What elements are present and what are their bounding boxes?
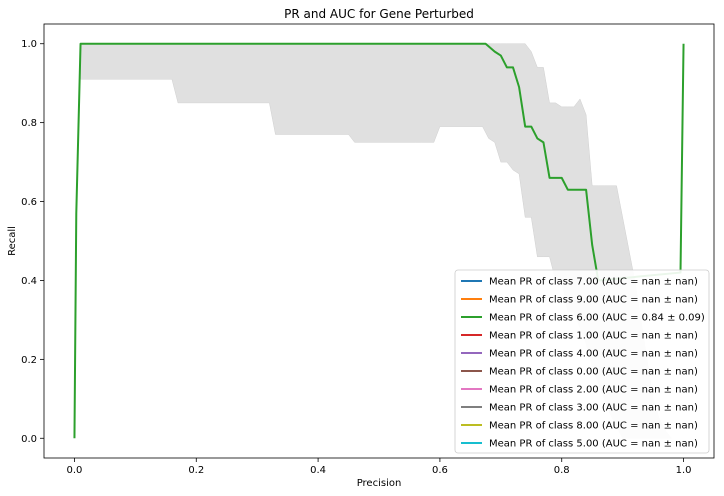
y-tick-label: 0.8 [21, 118, 37, 129]
x-axis-label: Precision [357, 478, 402, 489]
chart-title: PR and AUC for Gene Perturbed [284, 7, 474, 21]
y-tick-label: 0.6 [21, 197, 37, 208]
y-axis-label: Recall [7, 226, 18, 256]
legend-entry-5: Mean PR of class 0.00 (AUC = nan ± nan) [489, 367, 698, 378]
legend: Mean PR of class 7.00 (AUC = nan ± nan) M… [454, 269, 710, 454]
legend-entry-3: Mean PR of class 1.00 (AUC = nan ± nan) [489, 331, 698, 342]
legend-entry-9: Mean PR of class 5.00 (AUC = nan ± nan) [489, 439, 698, 450]
legend-entry-1: Mean PR of class 9.00 (AUC = nan ± nan) [489, 295, 698, 306]
legend-entry-7: Mean PR of class 3.00 (AUC = nan ± nan) [489, 403, 698, 414]
series-line-2 [73, 42, 685, 439]
x-axis: 0.0 0.2 0.4 0.6 0.8 1.0 [67, 458, 692, 476]
x-tick-label: 0.4 [310, 465, 326, 476]
x-tick-label: 0.0 [67, 465, 83, 476]
y-tick-label: 0.2 [21, 355, 37, 366]
x-tick-label: 0.8 [554, 465, 570, 476]
plot-frame [43, 23, 715, 459]
legend-box [454, 269, 710, 454]
y-axis: 0.0 0.2 0.4 0.6 0.8 1.0 [21, 39, 44, 445]
legend-entry-6: Mean PR of class 2.00 (AUC = nan ± nan) [489, 385, 698, 396]
series-layer [73, 42, 685, 439]
x-tick-label: 1.0 [676, 465, 692, 476]
x-tick-label: 0.6 [432, 465, 448, 476]
y-tick-label: 0.4 [21, 276, 37, 287]
legend-entry-2: Mean PR of class 6.00 (AUC = 0.84 ± 0.09… [489, 313, 705, 324]
legend-entry-8: Mean PR of class 8.00 (AUC = nan ± nan) [489, 421, 698, 432]
y-tick-label: 0.0 [21, 434, 37, 445]
legend-entry-0: Mean PR of class 7.00 (AUC = nan ± nan) [489, 277, 698, 288]
x-tick-label: 0.2 [188, 465, 204, 476]
legend-entry-4: Mean PR of class 4.00 (AUC = nan ± nan) [489, 349, 698, 360]
y-tick-label: 1.0 [21, 39, 37, 50]
